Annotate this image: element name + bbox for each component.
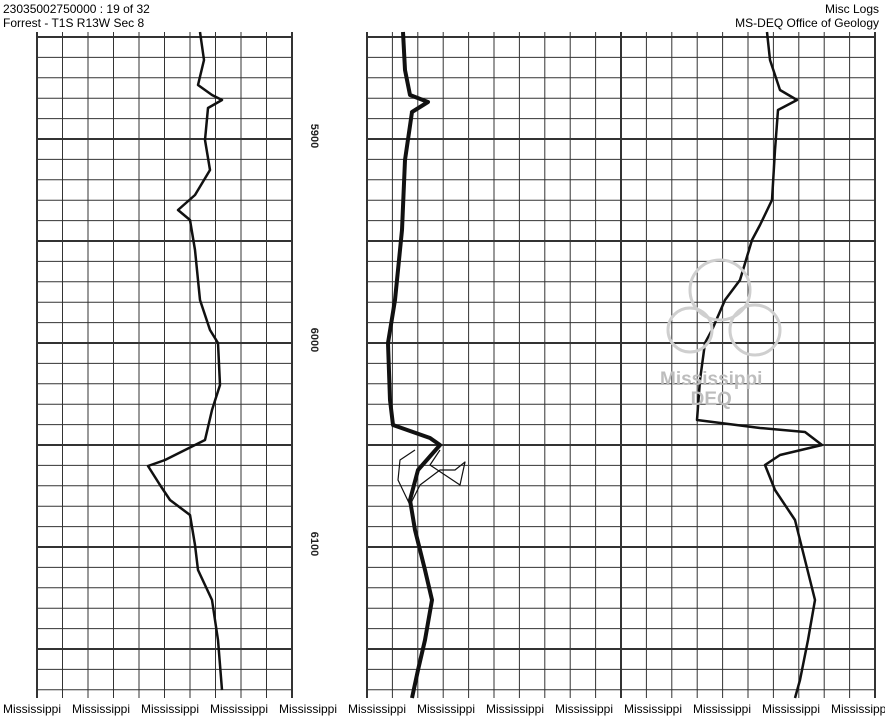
- log-curve-track1: [146, 31, 224, 691]
- footer-watermark-text: Mississippi: [72, 702, 131, 716]
- log-curve-track2-heavy: [386, 31, 442, 699]
- footer-watermark-text: Mississippi: [762, 702, 821, 716]
- log-curve-track3: [695, 31, 824, 699]
- watermark-line1: Mississippi: [660, 369, 763, 390]
- well-id: 23035002750000 : 19 of 32: [3, 2, 150, 16]
- watermark-emblem-icon: [728, 303, 782, 357]
- footer-watermark-text: Mississippi: [210, 702, 269, 716]
- footer-watermark-text: Mississippi: [141, 702, 200, 716]
- agency-name: MS-DEQ Office of Geology: [735, 16, 879, 30]
- depth-label-6100: 6100: [308, 531, 321, 557]
- mdeq-watermark: Mississippi DEQ: [660, 370, 762, 410]
- footer-watermark-text: Mississippi: [555, 702, 614, 716]
- depth-label-6000: 6000: [308, 327, 321, 353]
- document-type: Misc Logs: [824, 2, 879, 16]
- footer-watermark-text: Mississippi: [279, 702, 338, 716]
- log-curve-track2-thin: [397, 449, 466, 506]
- watermark-emblem-icon: [666, 306, 714, 354]
- depth-label-5900: 5900: [308, 123, 321, 149]
- watermark-line2: DEQ: [690, 389, 732, 410]
- footer-watermark-text: Mississippi: [348, 702, 407, 716]
- footer-watermark-text: Mississippi: [693, 702, 752, 716]
- watermark-emblem-icon: [688, 258, 752, 322]
- footer-watermark-text: Mississippi: [417, 702, 476, 716]
- well-location: Forrest - T1S R13W Sec 8: [3, 16, 145, 30]
- footer-watermark-text: Mississippi: [3, 702, 62, 716]
- footer-watermark-text: Mississippi: [624, 702, 683, 716]
- footer-watermark-text: Mississippi: [486, 702, 545, 716]
- footer-watermark-text: Mississippi: [831, 702, 885, 716]
- log-curve-track2-thin: [409, 94, 429, 113]
